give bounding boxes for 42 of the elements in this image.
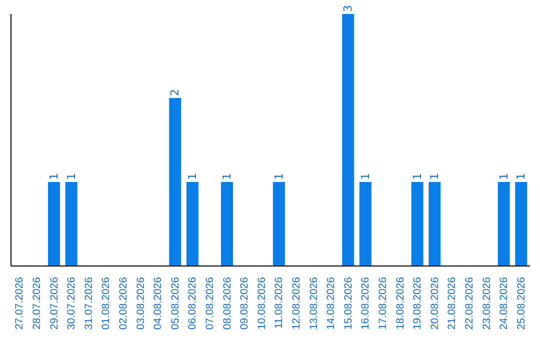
x-tick-label: 11.08.2026 [273, 276, 286, 329]
x-tick-label: 30.07.2026 [66, 276, 78, 330]
x-tick-label: 12.08.2026 [290, 276, 302, 330]
x-tick-label: 15.08.2026 [342, 276, 354, 330]
data-label: 1 [220, 173, 234, 180]
x-tick-label: 03.08.2026 [134, 276, 147, 330]
x-tick-label: 16.08.2026 [360, 276, 372, 330]
data-label: 3 [342, 5, 355, 12]
x-tick-label: 20.08.2026 [428, 276, 441, 330]
x-tick-label: 10.08.2026 [256, 276, 268, 330]
data-label: 2 [168, 89, 182, 96]
data-label: 1 [186, 173, 199, 180]
x-tick-label: 23.08.2026 [480, 276, 493, 330]
data-label: 1 [64, 173, 78, 180]
x-tick-label: 08.08.2026 [221, 276, 234, 330]
x-tick-label: 17.08.2026 [376, 276, 389, 330]
data-label: 1 [514, 173, 528, 180]
x-tick-label: 07.08.2026 [204, 276, 216, 330]
x-tick-label: 18.08.2026 [394, 276, 406, 330]
data-label: 1 [410, 173, 424, 180]
data-label: 1 [272, 173, 286, 180]
x-tick-label: 06.08.2026 [186, 276, 199, 330]
x-tick-label: 04.08.2026 [152, 276, 164, 330]
x-tick-label: 31.07.2026 [82, 276, 95, 330]
x-tick-label: 14.08.2026 [325, 276, 338, 330]
x-tick-label: 22.08.2026 [463, 276, 476, 330]
x-tick-label: 01.08.2026 [100, 276, 112, 330]
data-label: 1 [358, 173, 372, 180]
data-label: 1 [497, 173, 510, 180]
x-tick-label: 05.08.2026 [169, 276, 182, 330]
x-tick-label: 02.08.2026 [117, 276, 130, 330]
data-label: 1 [48, 173, 61, 180]
x-tick-label: 24.08.2026 [498, 276, 510, 330]
x-tick-label: 21.08.2026 [446, 276, 458, 330]
data-label: 1 [428, 173, 442, 180]
x-tick-label: 09.08.2026 [238, 276, 251, 330]
x-tick-label: 29.07.2026 [48, 276, 60, 330]
x-tick-label: 19.08.2026 [412, 276, 424, 330]
x-tick-label: 25.08.2026 [515, 276, 528, 330]
x-tick-label: 13.08.2026 [308, 276, 320, 330]
x-tick-label: 28.07.2026 [30, 276, 43, 330]
x-tick-label: 27.07.2026 [14, 276, 26, 330]
